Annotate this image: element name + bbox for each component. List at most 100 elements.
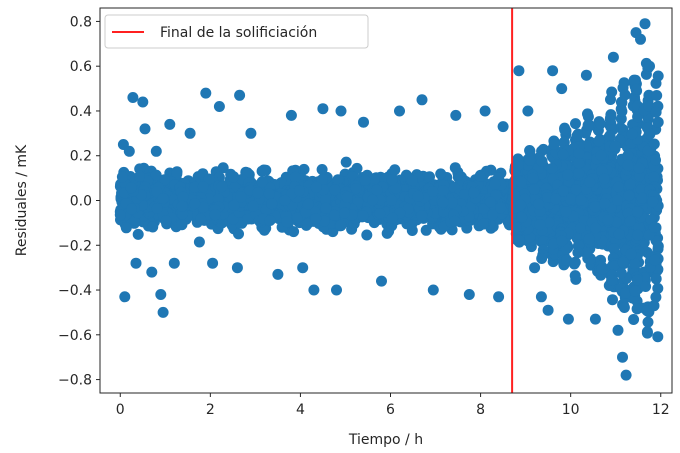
data-point [602,214,614,226]
data-point [596,263,608,275]
data-point [547,65,559,77]
data-point [615,267,627,279]
x-tick-label: 0 [116,402,125,418]
data-point [616,105,628,117]
data-point [574,222,586,234]
data-point [580,247,592,259]
data-point [562,169,574,181]
data-point [582,119,594,131]
data-point [381,227,393,239]
data-point [493,291,505,303]
data-point [234,89,246,101]
data-point [635,33,646,45]
data-point [573,148,585,159]
data-point [213,101,225,112]
data-point [367,194,379,206]
y-tick-label: 0.6 [70,59,92,75]
data-point [151,203,163,214]
data-point [537,143,549,155]
data-point [573,157,585,169]
data-point [522,105,534,117]
data-point [644,60,655,72]
data-point [135,189,147,201]
data-point [193,236,205,248]
data-point [416,94,428,106]
y-tick-label: −0.2 [58,238,92,254]
data-point [558,136,570,148]
data-point [569,270,581,282]
data-point [572,247,584,259]
data-point [629,258,641,270]
data-point [594,118,606,130]
data-point [351,162,363,174]
data-point [119,291,131,303]
data-point [609,260,621,272]
data-point [628,74,640,86]
data-point [618,302,630,313]
data-point [335,105,347,117]
data-point [320,194,331,206]
data-point [209,209,221,221]
data-point [625,248,637,260]
data-point [652,282,664,294]
data-point [575,194,587,206]
data-point [524,145,536,157]
data-point [489,178,501,190]
data-point [332,174,344,186]
data-point [216,181,228,193]
data-point [536,156,548,167]
data-point [561,254,573,266]
data-point [632,229,644,241]
data-point [479,105,491,117]
data-point [608,243,620,255]
data-point [649,254,661,266]
data-point [126,203,137,215]
data-point [607,51,619,63]
data-point [605,121,617,133]
data-point [247,200,259,212]
data-point [535,291,547,303]
data-point [256,176,268,188]
data-point [406,175,418,186]
data-point [542,304,554,316]
data-point [450,109,462,121]
data-point [150,169,162,181]
data-point [643,89,655,101]
data-point [543,217,555,228]
data-point [546,163,558,174]
data-point [528,183,540,195]
legend-label: Final de la solificiación [160,25,317,41]
data-point [650,154,661,166]
data-point [317,103,329,115]
x-tick-label: 10 [562,402,580,418]
data-point [556,235,568,247]
data-point [628,314,640,325]
x-tick-label: 8 [476,402,485,418]
data-point [611,216,622,228]
data-point [636,192,648,204]
data-point [137,96,149,108]
data-point [617,351,628,363]
data-point [132,228,144,240]
data-point [184,127,196,139]
y-tick-label: −0.6 [58,328,92,344]
data-point [427,186,439,197]
data-point [157,193,169,204]
data-point [264,215,276,226]
y-tick-label: 0.8 [70,14,92,30]
data-point [318,215,330,227]
data-point [513,65,525,77]
data-point [361,229,373,241]
data-point [622,159,634,171]
data-point [648,171,660,183]
data-point [427,284,439,296]
scatter-points-layer [114,18,664,381]
data-point [437,185,449,197]
data-point [639,18,651,30]
data-point [228,199,240,211]
data-point [168,257,180,269]
data-point [357,210,369,222]
data-point [263,188,275,200]
data-point [402,203,414,215]
data-point [386,194,397,206]
